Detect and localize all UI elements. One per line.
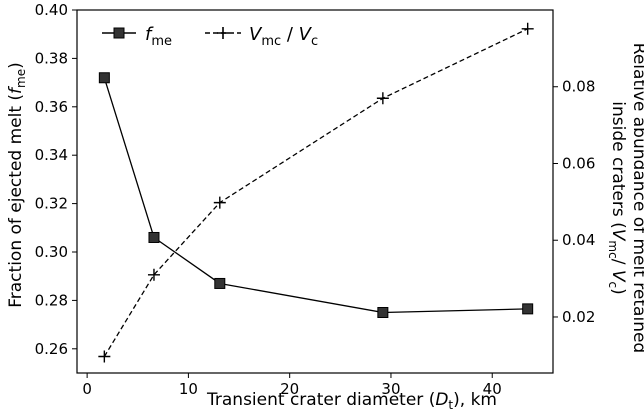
series-0-square-point	[522, 303, 534, 315]
right-y-axis-ticks: 0.02 0.04 0.06 0.08	[553, 78, 595, 326]
left-y-tick-label: 0.34	[35, 146, 68, 164]
x-axis-title: Transient crater diameter (Dt), km	[206, 390, 497, 412]
series-1-plus-point	[521, 22, 534, 35]
right-y-tick-label: 0.06	[562, 154, 595, 172]
x-tick-label: 30	[381, 380, 400, 398]
right-y-axis-title-line-1: Relative abundance of melt retained	[629, 43, 644, 353]
series-1-line	[103, 28, 528, 357]
legend-vmc-vc-plus-marker	[217, 27, 229, 39]
left-y-tick-label: 0.38	[35, 49, 68, 67]
plot-frame	[76, 9, 554, 374]
data-series	[98, 22, 534, 363]
right-y-tick-label: 0.08	[562, 78, 595, 96]
legend-fme-square-marker	[113, 27, 125, 39]
legend: fme Vmc / Vc	[102, 24, 318, 49]
left-y-tick-label: 0.30	[35, 243, 68, 261]
series-0-square-point	[377, 307, 389, 318]
left-y-tick-label: 0.32	[35, 195, 68, 213]
series-0-line	[103, 77, 528, 314]
left-y-axis-title: Fraction of ejected melt (fme)	[6, 62, 28, 308]
x-axis-ticks: 0 10 20 30 40	[82, 373, 502, 398]
right-y-axis-title-line-2: inside craters (Vmc/ Vc)	[606, 101, 628, 294]
x-tick-label: 10	[179, 380, 198, 398]
series-0-square-point	[98, 72, 110, 84]
legend-fme-label: fme	[145, 24, 172, 49]
plot-frame-border	[76, 9, 554, 374]
x-tick-label: 20	[280, 380, 299, 398]
series-0-square-point	[214, 277, 226, 289]
left-y-tick-label: 0.40	[35, 1, 68, 19]
x-tick-label: 40	[483, 380, 502, 398]
left-y-tick-label: 0.36	[35, 98, 68, 116]
legend-vmc-vc-label: Vmc / Vc	[249, 24, 318, 49]
series-0-square-point	[148, 231, 160, 243]
left-y-tick-label: 0.26	[35, 340, 68, 358]
left-y-tick-label: 0.28	[35, 291, 68, 309]
right-y-tick-label: 0.02	[562, 308, 595, 326]
x-tick-label: 0	[82, 380, 92, 398]
right-y-tick-label: 0.04	[562, 231, 595, 249]
left-y-axis-ticks: 0.26 0.28 0.30 0.32 0.34 0.36 0.38 0.40	[35, 1, 77, 358]
series-1-plus-point	[98, 350, 111, 363]
series-1-plus-point	[376, 92, 389, 105]
series-1-plus-point	[147, 268, 160, 281]
series-1-plus-point	[213, 196, 226, 209]
